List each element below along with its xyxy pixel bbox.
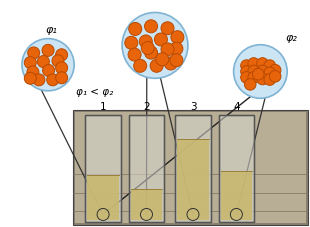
Circle shape — [33, 74, 45, 86]
Circle shape — [42, 44, 54, 56]
Circle shape — [150, 59, 163, 72]
Circle shape — [164, 57, 177, 70]
Circle shape — [171, 31, 184, 44]
Circle shape — [257, 65, 268, 77]
Bar — [87, 175, 119, 220]
Circle shape — [248, 72, 259, 83]
Circle shape — [47, 74, 59, 86]
Circle shape — [156, 53, 169, 66]
Bar — [131, 189, 162, 220]
Circle shape — [55, 72, 68, 84]
Bar — [175, 115, 211, 222]
Circle shape — [141, 42, 154, 54]
Text: 4: 4 — [233, 102, 240, 112]
Circle shape — [27, 66, 39, 78]
Circle shape — [264, 60, 276, 72]
Circle shape — [269, 71, 281, 82]
Circle shape — [264, 67, 276, 79]
Text: 2: 2 — [143, 102, 150, 112]
Circle shape — [241, 72, 252, 83]
Circle shape — [125, 36, 138, 49]
Circle shape — [269, 64, 281, 76]
Circle shape — [257, 73, 268, 85]
Circle shape — [42, 64, 55, 76]
Circle shape — [144, 46, 157, 59]
Circle shape — [37, 56, 49, 68]
Circle shape — [55, 62, 68, 74]
Bar — [175, 115, 211, 222]
Circle shape — [55, 49, 68, 61]
Circle shape — [154, 33, 167, 46]
Bar — [177, 139, 209, 220]
Circle shape — [170, 54, 183, 67]
Bar — [129, 115, 164, 222]
Circle shape — [257, 58, 268, 69]
Circle shape — [134, 59, 147, 72]
Circle shape — [22, 39, 74, 91]
Bar — [219, 115, 254, 222]
Circle shape — [241, 60, 252, 72]
Circle shape — [24, 57, 36, 69]
Circle shape — [161, 22, 174, 35]
Circle shape — [170, 42, 183, 55]
Bar — [219, 115, 254, 222]
Circle shape — [128, 48, 141, 61]
Bar — [85, 115, 121, 222]
Circle shape — [244, 79, 256, 90]
Bar — [85, 115, 121, 222]
Circle shape — [161, 43, 174, 56]
Circle shape — [139, 35, 152, 48]
Text: 3: 3 — [190, 102, 196, 112]
Circle shape — [24, 72, 36, 84]
Text: 1: 1 — [100, 102, 106, 112]
Text: φ₁: φ₁ — [45, 25, 57, 35]
Text: φ₂: φ₂ — [286, 33, 297, 43]
Circle shape — [264, 74, 276, 85]
Bar — [73, 110, 308, 225]
Circle shape — [248, 65, 259, 77]
Bar — [75, 112, 307, 223]
Circle shape — [234, 45, 287, 98]
Bar — [220, 170, 252, 220]
Circle shape — [28, 47, 40, 59]
Circle shape — [252, 68, 264, 80]
Circle shape — [144, 20, 157, 33]
Circle shape — [241, 66, 252, 77]
Bar — [129, 115, 164, 222]
Circle shape — [52, 55, 64, 67]
Circle shape — [248, 58, 259, 69]
Circle shape — [129, 22, 142, 35]
Circle shape — [122, 12, 188, 78]
Text: φ₁ < φ₂: φ₁ < φ₂ — [76, 87, 113, 97]
